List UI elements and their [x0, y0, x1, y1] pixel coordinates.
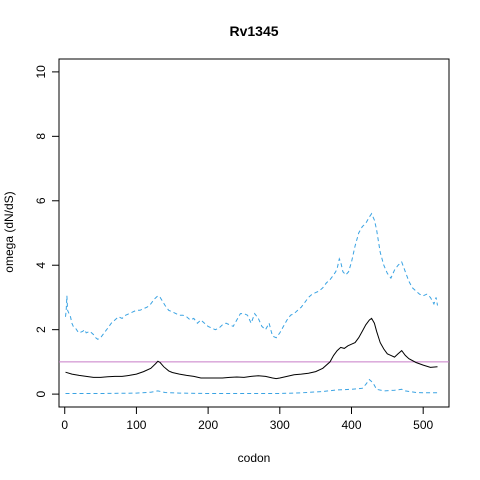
y-tick-label: 8	[34, 133, 48, 140]
y-tick-label: 10	[34, 65, 48, 79]
omega-estimate-series	[65, 317, 438, 380]
lower-bound-series	[65, 378, 438, 394]
x-tick-label: 200	[198, 418, 218, 432]
y-tick-label: 2	[34, 326, 48, 333]
x-tick-label: 500	[413, 418, 433, 432]
series-group	[65, 212, 438, 394]
y-tick-label: 6	[34, 197, 48, 204]
upper-bound-series	[65, 212, 438, 340]
y-tick-label: 0	[34, 390, 48, 397]
x-tick-label: 0	[61, 418, 68, 432]
axis-ticks: 0 100 200 300 400 500 0 2 4 6 8 10	[34, 65, 434, 432]
x-tick-label: 300	[270, 418, 290, 432]
plot-frame	[58, 58, 450, 408]
x-tick-label: 400	[341, 418, 361, 432]
y-tick-label: 4	[34, 262, 48, 269]
y-axis-label: omega (dN/dS)	[2, 191, 16, 272]
chart-title: Rv1345	[229, 23, 278, 39]
x-tick-label: 100	[126, 418, 146, 432]
x-axis-label: codon	[238, 451, 271, 465]
